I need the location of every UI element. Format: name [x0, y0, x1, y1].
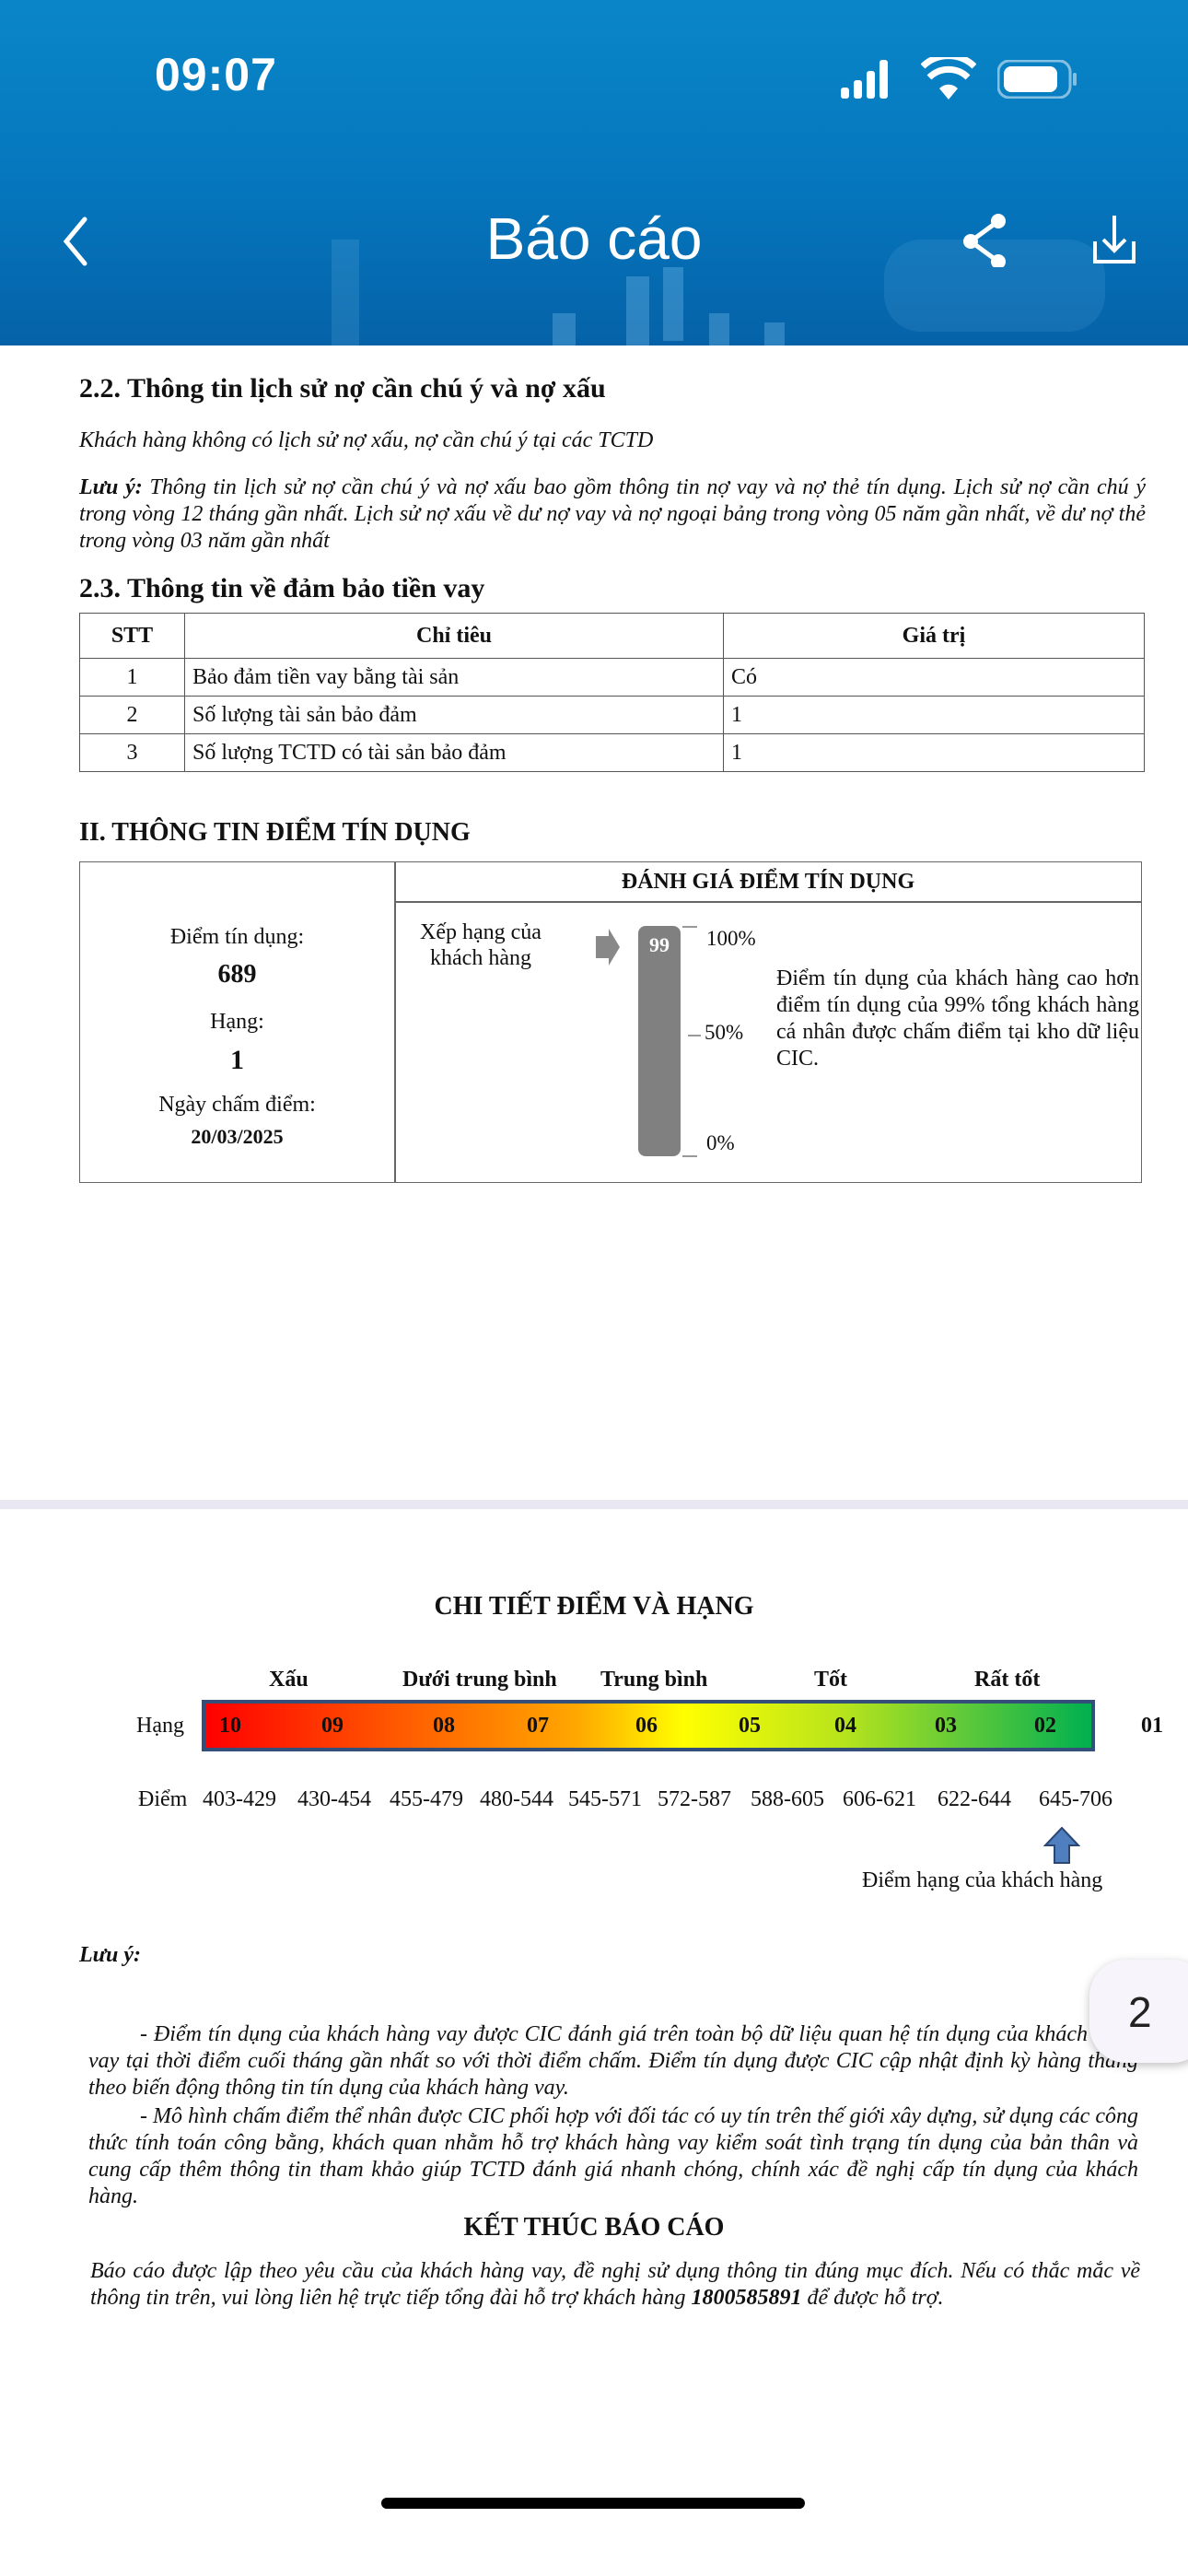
page-separator [0, 1500, 1188, 1509]
score-range: 403-429 [203, 1787, 276, 1811]
table-header-row: STT Chỉ tiêu Giá trị [79, 613, 1145, 659]
note-paragraph-2: - Mô hình chấm điểm thể nhân được CIC ph… [88, 2104, 1138, 2208]
table-row: 2 Số lượng tài sản bảo đảm 1 [79, 696, 1145, 734]
no-bad-debt-statement: Khách hàng không có lịch sử nợ xấu, nợ c… [79, 428, 654, 452]
position-label: Xếp hạng của khách hàng [412, 919, 550, 971]
section-ii-heading: II. THÔNG TIN ĐIỂM TÍN DỤNG [79, 818, 471, 847]
cell: Số lượng tài sản bảo đảm [184, 696, 724, 734]
rank-number: 09 [321, 1714, 344, 1738]
score-range: 645-706 [1039, 1787, 1112, 1811]
page-title: Báo cáo [485, 205, 703, 272]
band-label: Xấu [269, 1668, 309, 1692]
cell: 1 [723, 733, 1145, 772]
cell: 1 [79, 658, 185, 697]
score-date: 20/03/2025 [191, 1125, 284, 1148]
note-paragraph-1: - Điểm tín dụng của khách hàng vay được … [88, 2022, 1138, 2100]
tick-100: 100% [706, 927, 756, 950]
arrow-up-icon [1042, 1826, 1081, 1868]
band-label: Dưới trung bình [402, 1668, 557, 1692]
page-indicator[interactable]: 2 [1089, 1960, 1188, 2063]
column-header: Giá trị [723, 613, 1145, 659]
rank-number: 04 [834, 1714, 856, 1738]
percentile-description: Điểm tín dụng của khách hàng cao hơn điể… [776, 966, 1139, 1071]
band-label: Rất tốt [974, 1668, 1041, 1692]
end-text-part: để được hỗ trợ. [801, 2286, 944, 2310]
score-range: 622-644 [938, 1787, 1011, 1811]
column-header: Chỉ tiêu [184, 613, 724, 659]
back-button[interactable] [55, 212, 101, 267]
app-header: 09:07 Báo cáo [0, 0, 1188, 345]
rank-number: 03 [935, 1714, 957, 1738]
rank-number: 10 [219, 1714, 241, 1738]
table-row: 1 Bảo đảm tiền vay bằng tài sản Có [79, 658, 1145, 697]
cell: Bảo đảm tiền vay bằng tài sản [184, 658, 724, 697]
arrow-right-icon [596, 929, 620, 970]
rank-value: 1 [230, 1045, 244, 1075]
rank-number: 01 [1141, 1714, 1163, 1738]
end-heading: KẾT THÚC BÁO CÁO [463, 2213, 725, 2242]
score-range: 545-571 [568, 1787, 642, 1811]
percentile-label: 99 [649, 933, 670, 956]
collateral-table: STT Chỉ tiêu Giá trị 1 Bảo đảm tiền vay b… [79, 613, 1145, 772]
share-button[interactable] [958, 212, 1013, 269]
rank-label: Hạng: [210, 1010, 264, 1034]
score-range: 606-621 [843, 1787, 916, 1811]
cell: Có [723, 658, 1145, 697]
evaluation-heading: ĐÁNH GIÁ ĐIỂM TÍN DỤNG [621, 870, 915, 894]
status-time: 09:07 [155, 49, 277, 100]
rank-row-label: Hạng [136, 1714, 184, 1738]
rank-number: 05 [739, 1714, 761, 1738]
column-header: STT [79, 613, 185, 659]
rank-gradient-bar [202, 1700, 1095, 1751]
position-label-line: Xếp hạng của [420, 920, 542, 944]
score-label: Điểm tín dụng: [169, 925, 305, 949]
battery-icon [996, 59, 1078, 100]
notes-label: Lưu ý: [79, 1943, 142, 1967]
download-button[interactable] [1091, 214, 1137, 269]
credit-score-box: Điểm tín dụng: 689 Hạng: 1 Ngày chấm điể… [79, 861, 1142, 1183]
note-text: Thông tin lịch sử nợ cần chú ý và nợ xấu… [79, 475, 1147, 553]
detail-heading: CHI TIẾT ĐIỂM VÀ HẠNG [434, 1592, 754, 1621]
score-range: 572-587 [658, 1787, 731, 1811]
section-2-2-heading: 2.2. Thông tin lịch sử nợ cần chú ý và n… [79, 373, 606, 404]
section-2-2-note: Lưu ý: Thông tin lịch sử nợ cần chú ý và… [79, 474, 1146, 555]
rank-number: 06 [635, 1714, 658, 1738]
rank-number: 02 [1034, 1714, 1056, 1738]
cell: Số lượng TCTD có tài sản bảo đảm [184, 733, 724, 772]
score-range: 455-479 [390, 1787, 463, 1811]
share-icon [963, 214, 1006, 269]
hotline: 1800585891 [691, 2286, 802, 2310]
score-range: 588-605 [751, 1787, 824, 1811]
note-label: Lưu ý: [79, 475, 143, 499]
rank-number: 08 [433, 1714, 455, 1738]
home-indicator[interactable] [381, 2498, 805, 2509]
table-row: 3 Số lượng TCTD có tài sản bảo đảm 1 [79, 733, 1145, 772]
section-2-3-heading: 2.3. Thông tin về đảm bảo tiền vay [79, 573, 485, 603]
cell: 2 [79, 696, 185, 734]
position-label-line: khách hàng [430, 946, 531, 970]
band-label: Trung bình [600, 1668, 708, 1692]
wifi-icon [920, 53, 977, 100]
percentile-bar: 99 [638, 926, 681, 1156]
score-value: 689 [217, 960, 257, 989]
cell: 1 [723, 696, 1145, 734]
date-label: Ngày chấm điểm: [158, 1093, 316, 1117]
end-text-part: Báo cáo được lập theo yêu cầu của khách … [90, 2259, 1140, 2310]
chevron-left-icon [63, 217, 87, 266]
customer-marker-label: Điểm hạng của khách hàng [862, 1868, 1103, 1892]
band-label: Tốt [814, 1668, 847, 1692]
end-text: Báo cáo được lập theo yêu cầu của khách … [90, 2258, 1140, 2312]
score-range: 430-454 [297, 1787, 371, 1811]
score-row-label: Điểm [138, 1787, 188, 1811]
signal-icon [841, 60, 902, 99]
download-icon [1093, 216, 1136, 263]
tick-50: 50% [705, 1021, 744, 1044]
rank-number: 07 [527, 1714, 549, 1738]
tick-0: 0% [706, 1131, 735, 1154]
score-range: 480-544 [480, 1787, 553, 1811]
cell: 3 [79, 733, 185, 772]
